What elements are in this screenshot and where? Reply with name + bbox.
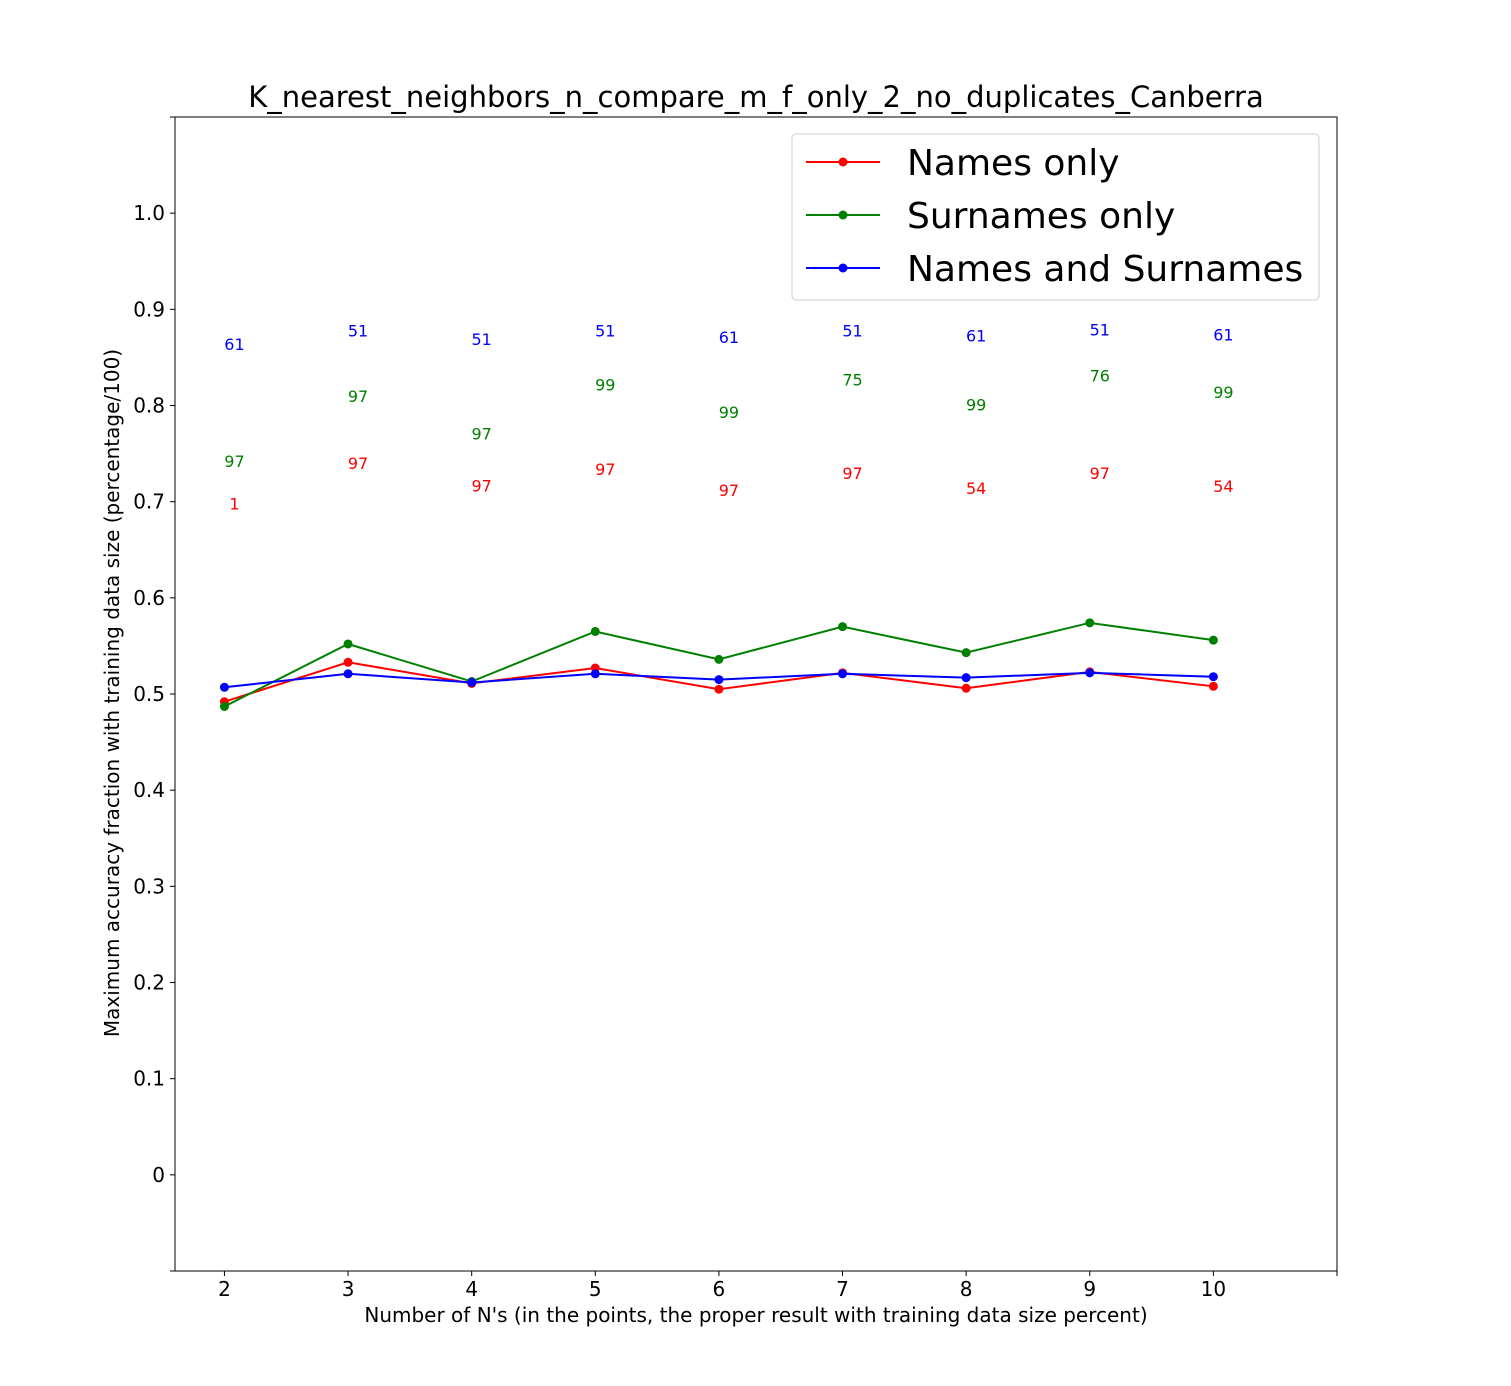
- data-point: [1208, 672, 1218, 682]
- data-point: [961, 648, 971, 658]
- point-label: 54: [966, 479, 986, 498]
- data-point: [1208, 635, 1218, 645]
- data-point: [343, 657, 353, 667]
- data-point: [219, 682, 229, 692]
- point-label: 97: [842, 464, 862, 483]
- y-tick-label: 0.6: [133, 586, 165, 610]
- point-label: 75: [842, 370, 862, 389]
- x-tick-label: 9: [1083, 1277, 1096, 1301]
- data-point: [590, 626, 600, 636]
- data-point: [343, 639, 353, 649]
- y-tick-label: 1.0: [133, 201, 165, 225]
- legend-marker: [838, 210, 848, 220]
- data-point: [1085, 668, 1095, 678]
- legend-marker: [838, 263, 848, 273]
- point-label: 97: [472, 424, 492, 443]
- y-tick-label: 0.4: [133, 778, 165, 802]
- data-point: [961, 683, 971, 693]
- data-point: [219, 702, 229, 712]
- x-tick-label: 10: [1201, 1277, 1226, 1301]
- data-point: [1085, 618, 1095, 628]
- point-label: 61: [224, 335, 244, 354]
- y-tick-label: 0.8: [133, 394, 165, 418]
- data-point: [838, 622, 848, 632]
- y-tick-label: 0.5: [133, 682, 165, 706]
- point-label: 51: [472, 330, 492, 349]
- point-label: 97: [1090, 464, 1110, 483]
- data-point: [714, 675, 724, 685]
- point-label: 51: [595, 321, 615, 340]
- point-label: 61: [1213, 325, 1233, 344]
- y-tick-label: 0.1: [133, 1067, 165, 1091]
- point-label: 97: [719, 481, 739, 500]
- y-tick-label: 0.3: [133, 874, 165, 898]
- point-label: 61: [966, 326, 986, 345]
- data-point: [343, 669, 353, 679]
- point-label: 99: [966, 396, 986, 415]
- point-label: 97: [595, 460, 615, 479]
- legend: Names only Surnames only Names and Surname…: [791, 133, 1320, 301]
- point-label: 1: [229, 495, 239, 514]
- x-tick-label: 5: [589, 1277, 602, 1301]
- x-tick-label: 6: [713, 1277, 726, 1301]
- x-tick-label: 4: [465, 1277, 478, 1301]
- point-label: 51: [842, 321, 862, 340]
- point-label: 76: [1090, 367, 1110, 386]
- data-point: [838, 669, 848, 679]
- point-label: 99: [1213, 383, 1233, 402]
- point-label: 97: [472, 476, 492, 495]
- x-axis-label: Number of N's (in the points, the proper…: [364, 1303, 1147, 1327]
- y-tick-label: 0.2: [133, 971, 165, 995]
- plot-area: 0 0.1 0.2 0.3 0.4 0.5 0.6 0.7 0.8 0.9 1.0 2 3 4 5 6 7 8 9 1…: [133, 116, 1338, 1301]
- point-label: 51: [348, 321, 368, 340]
- legend-box: [791, 133, 1320, 301]
- x-tick-label: 2: [218, 1277, 231, 1301]
- point-label: 99: [595, 375, 615, 394]
- x-tick-label: 8: [960, 1277, 973, 1301]
- y-tick-label: 0: [152, 1163, 165, 1187]
- data-point: [467, 677, 477, 687]
- chart-title: K_nearest_neighbors_n_compare_m_f_only_2…: [248, 80, 1263, 114]
- legend-marker: [838, 157, 848, 167]
- y-axis-label: Maximum accuracy fraction with training …: [100, 349, 124, 1037]
- data-point: [714, 654, 724, 664]
- data-point: [1208, 681, 1218, 691]
- point-label: 99: [719, 403, 739, 422]
- point-label: 61: [719, 328, 739, 347]
- point-label: 51: [1090, 320, 1110, 339]
- x-tick-label: 3: [342, 1277, 355, 1301]
- legend-label: Surnames only: [907, 196, 1175, 237]
- data-point: [961, 673, 971, 683]
- point-label: 97: [348, 454, 368, 473]
- data-point: [714, 684, 724, 694]
- y-tick-label: 0.9: [133, 297, 165, 321]
- legend-label: Names and Surnames: [907, 249, 1303, 290]
- point-label: 54: [1213, 477, 1233, 496]
- data-point: [590, 669, 600, 679]
- y-tick-label: 0.7: [133, 490, 165, 514]
- point-label: 97: [348, 387, 368, 406]
- legend-label: Names only: [907, 143, 1120, 184]
- x-tick-label: 7: [836, 1277, 849, 1301]
- point-label: 97: [224, 452, 244, 471]
